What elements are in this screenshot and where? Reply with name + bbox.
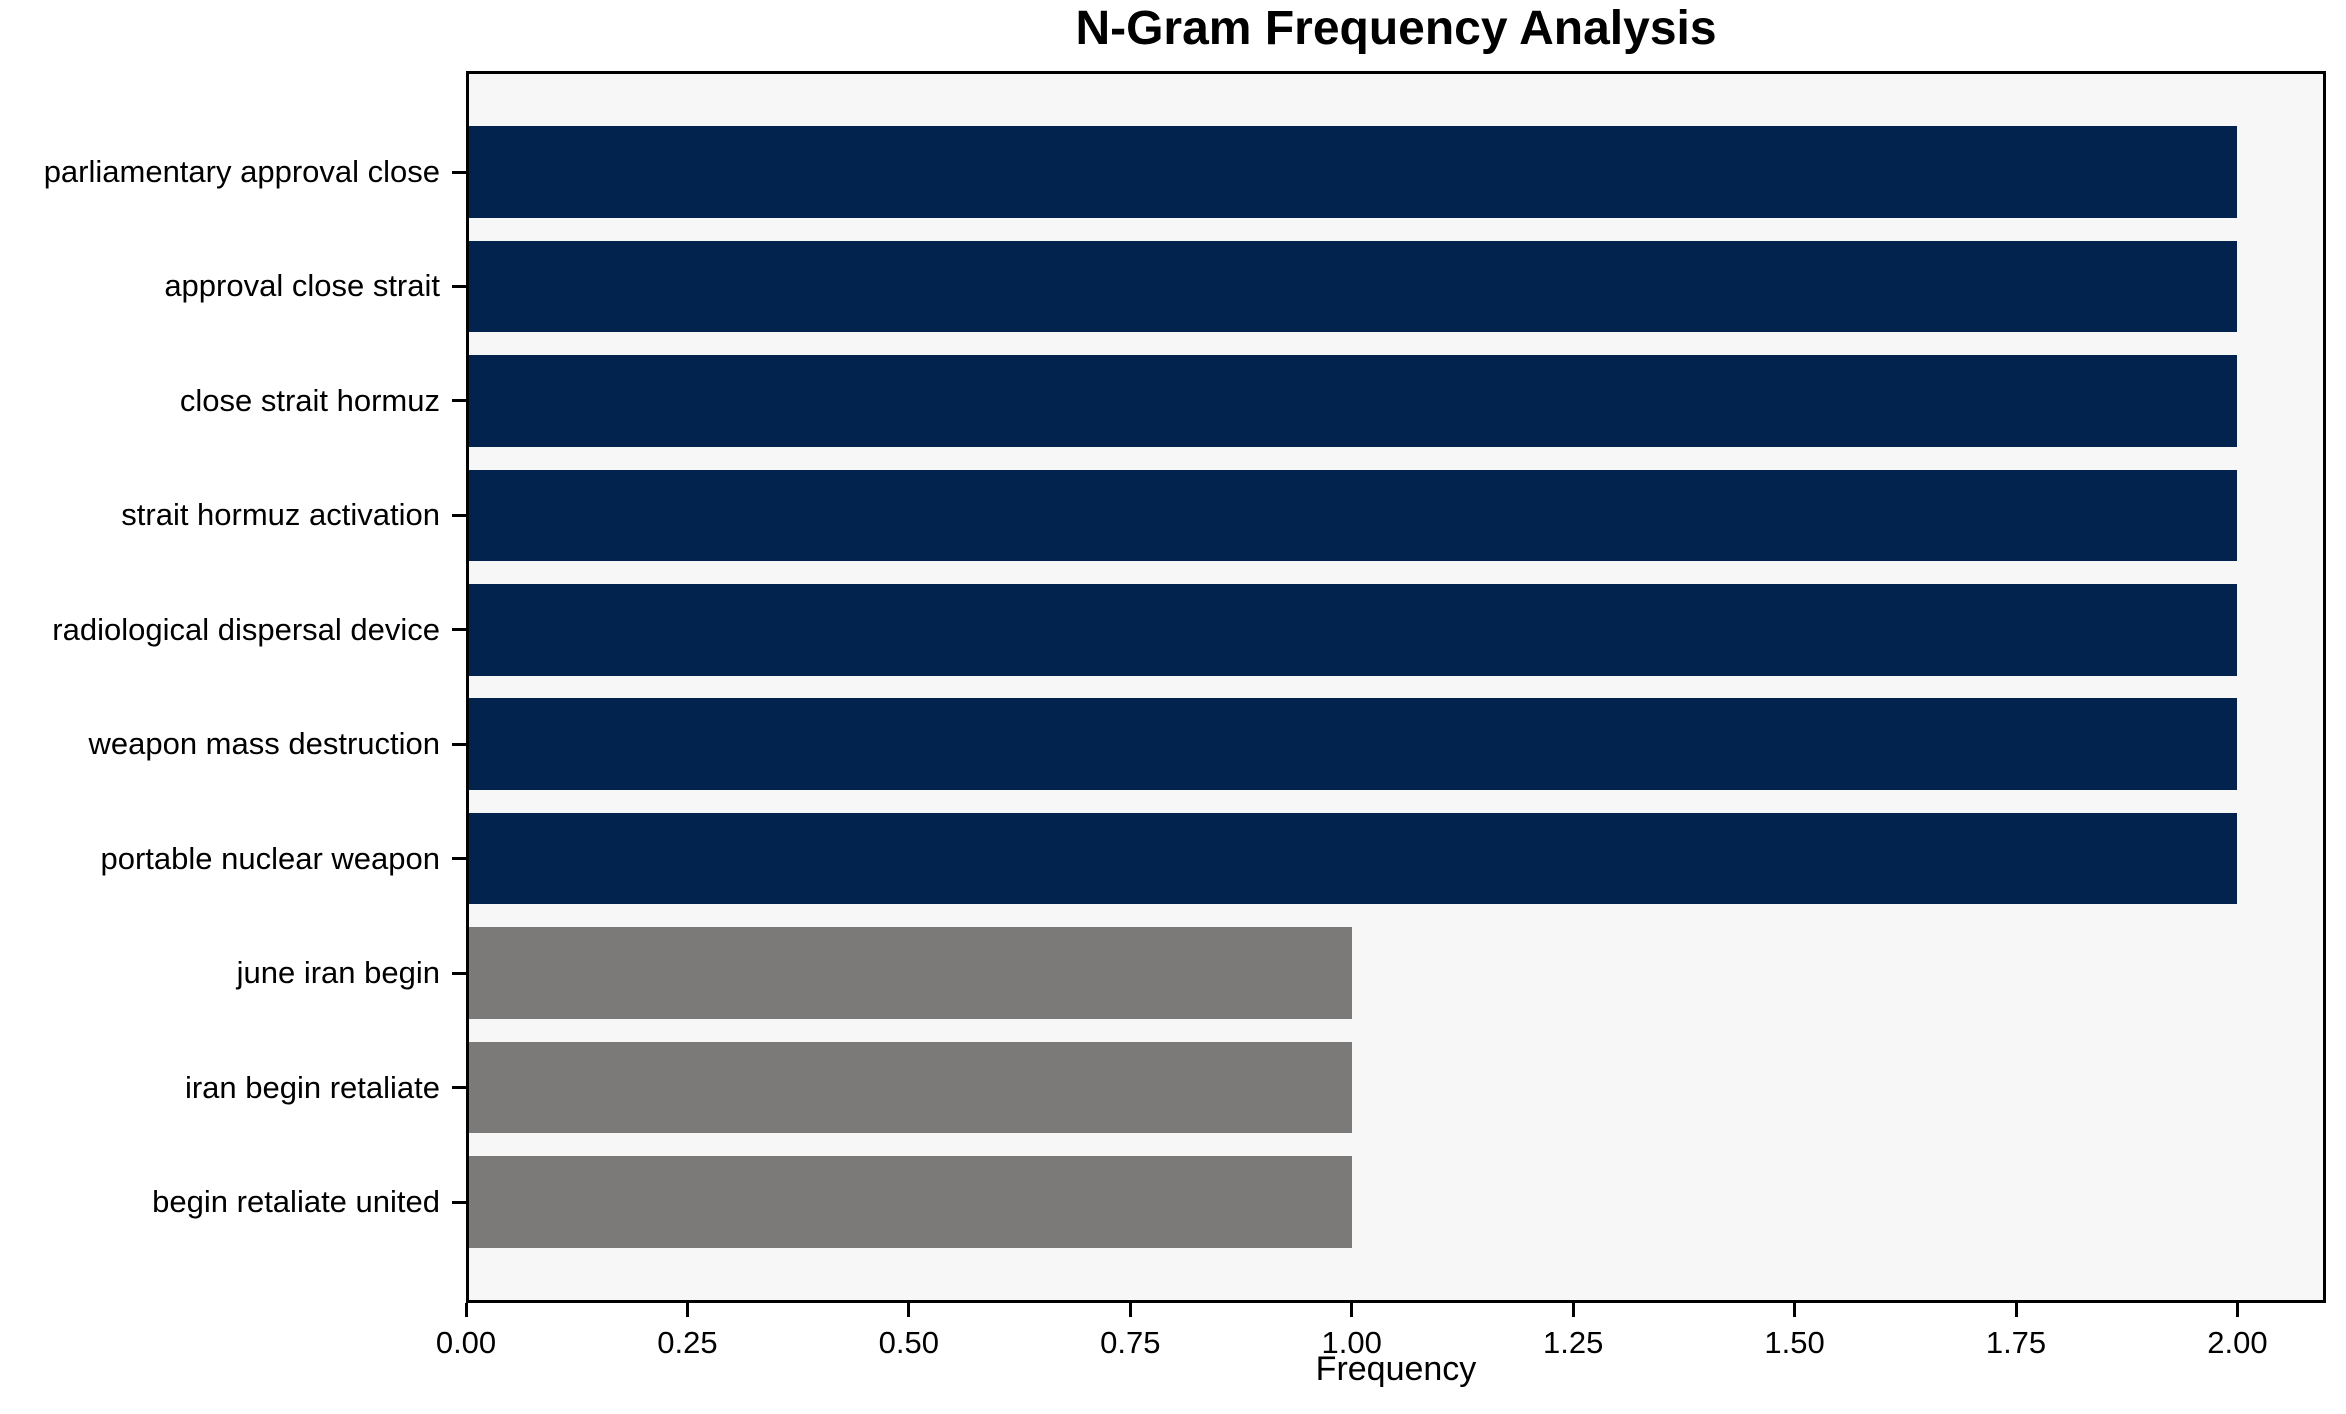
- x-tick-mark: [1571, 1303, 1575, 1317]
- y-tick-label: parliamentary approval close: [43, 154, 440, 189]
- x-tick-label: 1.25: [1542, 1325, 1604, 1360]
- x-tick-mark: [1793, 1303, 1797, 1317]
- bar: [466, 927, 1352, 1019]
- bar: [466, 1041, 1352, 1134]
- y-tick-label: iran begin retaliate: [184, 1069, 440, 1105]
- y-tick-mark: [452, 399, 466, 403]
- x-tick-label: 2.00: [2207, 1325, 2268, 1360]
- y-tick-label: portable nuclear weapon: [100, 840, 440, 876]
- chart-title: N-Gram Frequency Analysis: [1075, 2, 1717, 55]
- x-tick-mark: [464, 1303, 468, 1317]
- x-tick-label: 0.25: [657, 1325, 718, 1360]
- y-tick-label: approval close strait: [164, 268, 440, 304]
- x-tick-label: 0.75: [1100, 1325, 1161, 1360]
- bar: [466, 1156, 1352, 1248]
- y-tick-label: close strait hormuz: [179, 382, 440, 418]
- y-tick-label: weapon mass destruction: [88, 726, 440, 762]
- bar: [466, 698, 2238, 790]
- y-tick-mark: [452, 857, 466, 861]
- y-tick-mark: [452, 170, 466, 174]
- x-tick-label: 0.50: [878, 1325, 940, 1360]
- y-tick-label: begin retaliate united: [152, 1184, 440, 1219]
- x-tick-mark: [907, 1303, 911, 1317]
- x-tick-label: 1.75: [1985, 1325, 2047, 1360]
- x-tick-mark: [685, 1303, 689, 1317]
- x-axis-title: Frequency: [1315, 1350, 1477, 1388]
- y-tick-mark: [452, 628, 466, 632]
- y-tick-label: radiological dispersal device: [52, 611, 440, 647]
- y-tick-mark: [452, 284, 466, 288]
- x-tick-mark: [1128, 1303, 1132, 1317]
- bar: [466, 584, 2238, 676]
- bar: [466, 240, 2238, 333]
- x-tick-mark: [1350, 1303, 1354, 1317]
- bars-layer: [466, 71, 2326, 1303]
- x-tick-label: 1.50: [1764, 1325, 1825, 1360]
- x-tick-label: 1.00: [1321, 1325, 1382, 1360]
- x-tick-mark: [2235, 1303, 2239, 1317]
- y-tick-mark: [452, 742, 466, 746]
- bar: [466, 355, 2238, 447]
- y-tick-mark: [452, 971, 466, 975]
- x-tick-label: 0.00: [435, 1325, 497, 1360]
- y-tick-mark: [452, 1086, 466, 1090]
- y-tick-label: june iran begin: [236, 955, 440, 991]
- bar: [466, 126, 2238, 218]
- x-tick-mark: [2014, 1303, 2018, 1317]
- y-tick-label: strait hormuz activation: [121, 497, 440, 533]
- y-tick-mark: [452, 1200, 466, 1204]
- bar: [466, 469, 2238, 562]
- y-tick-mark: [452, 513, 466, 517]
- bar: [466, 812, 2238, 905]
